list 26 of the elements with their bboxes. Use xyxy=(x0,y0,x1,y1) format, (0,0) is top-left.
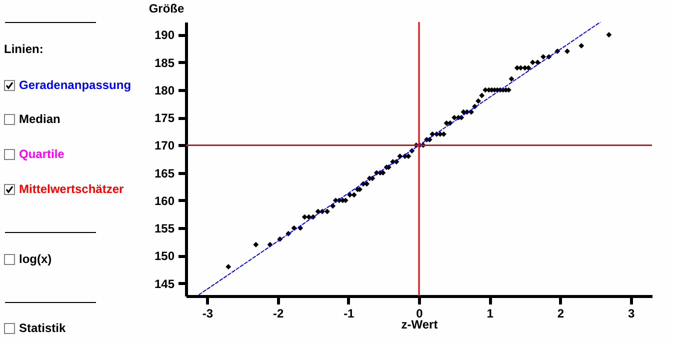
y-tick-label: 175 xyxy=(154,111,175,126)
x-tick-label: -3 xyxy=(202,306,214,320)
text: Linien: xyxy=(4,42,44,56)
y-tick-label: 155 xyxy=(154,222,175,236)
y-tick-label: 185 xyxy=(154,56,175,70)
x-tick-label: 2 xyxy=(557,306,564,320)
x-tick-label: 0 xyxy=(416,306,424,320)
y-axis-title: Größe xyxy=(148,2,184,16)
text: Quartile xyxy=(19,147,64,161)
y-tick-label: 160 xyxy=(154,194,175,208)
x-tick-label: 3 xyxy=(628,306,635,320)
text: Median xyxy=(19,112,60,126)
x-axis-title: z-Wert xyxy=(401,318,438,332)
text: log(x) xyxy=(19,252,52,266)
x-tick-label: 1 xyxy=(486,306,494,320)
text: Geradenanpassung xyxy=(19,78,132,92)
y-tick-label: 170 xyxy=(154,138,175,153)
y-tick-label: 165 xyxy=(154,166,175,180)
x-tick-label: -1 xyxy=(344,306,355,320)
text: Mittelwertschätzer xyxy=(19,182,124,196)
x-tick-label: -2 xyxy=(272,306,284,320)
y-tick-label: 150 xyxy=(154,249,175,264)
y-tick-label: 180 xyxy=(154,83,175,98)
y-tick-label: 190 xyxy=(154,28,175,42)
text: Statistik xyxy=(19,321,66,335)
y-tick-label: 145 xyxy=(154,276,175,291)
